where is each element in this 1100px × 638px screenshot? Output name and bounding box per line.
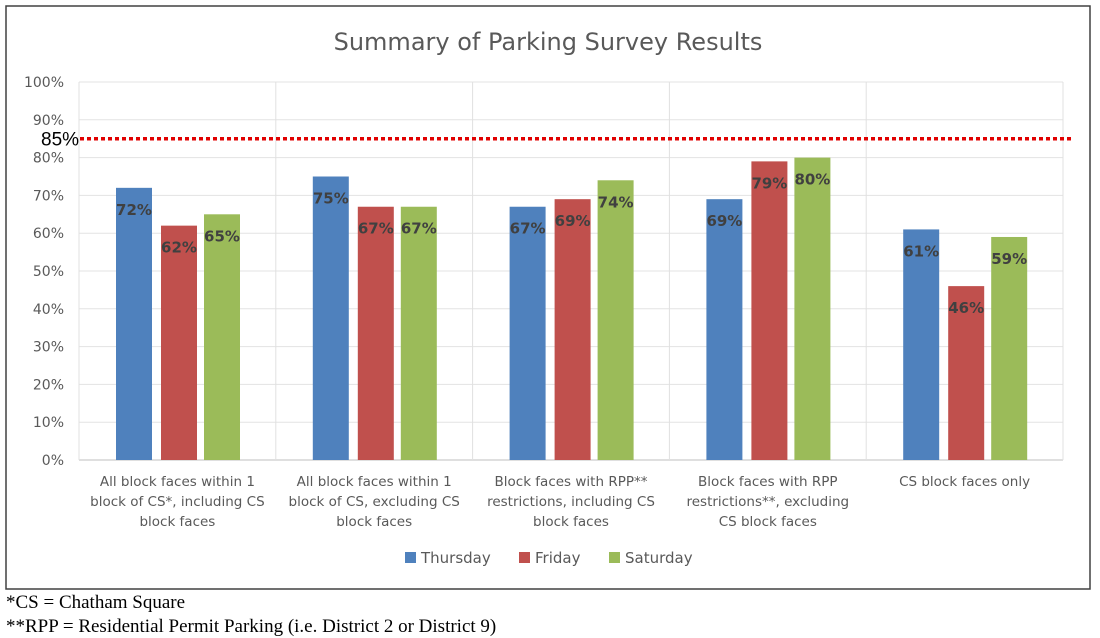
data-label: 79% — [751, 174, 787, 192]
x-axis-label: restrictions, including CS — [487, 494, 655, 510]
chart-title: Summary of Parking Survey Results — [334, 28, 763, 56]
data-label: 75% — [313, 190, 349, 208]
data-label: 61% — [903, 242, 939, 260]
x-axis-label: block faces — [139, 514, 215, 530]
x-axis-label: block of CS*, including CS — [90, 494, 265, 510]
bar-thursday — [706, 199, 743, 460]
y-tick-label: 30% — [33, 340, 64, 356]
data-labels: 72% 75% 67% 69% 61% 62% 67% 69% 79% 46% 65% 67% 74% 8… — [116, 171, 1027, 318]
data-label: 74% — [598, 193, 634, 211]
data-label: 65% — [204, 227, 240, 245]
data-label: 80% — [794, 171, 830, 189]
x-axis-label: Block faces with RPP — [698, 474, 837, 490]
x-axis-label: All block faces within 1 — [297, 474, 452, 490]
legend-label: Thursday — [420, 549, 491, 567]
y-tick-label: 10% — [33, 415, 64, 431]
y-tick-label: 20% — [33, 377, 64, 393]
y-tick-label: 100% — [24, 75, 64, 91]
x-axis-label: CS block faces — [719, 514, 817, 530]
bar-friday — [357, 206, 394, 460]
bar-saturday — [400, 206, 437, 460]
data-label: 72% — [116, 201, 152, 219]
bar-thursday — [116, 187, 152, 460]
legend: Thursday Friday Saturday — [405, 549, 693, 567]
bar-saturday — [204, 214, 240, 460]
bar-saturday — [991, 236, 1028, 460]
y-tick-label: 80% — [33, 151, 64, 167]
footnote-cs: *CS = Chatham Square — [6, 592, 186, 613]
bar-thursday — [509, 206, 546, 460]
legend-label: Friday — [535, 549, 581, 567]
bar-saturday — [794, 157, 831, 460]
legend-label: Saturday — [625, 549, 693, 567]
x-axis-label: CS block faces only — [899, 474, 1030, 490]
bar-friday — [554, 199, 591, 460]
data-label: 62% — [161, 239, 197, 257]
bar-thursday — [903, 229, 940, 460]
x-axis-label: block faces — [533, 514, 609, 530]
x-axis-label: block of CS, excluding CS — [289, 494, 460, 510]
data-label: 69% — [555, 212, 591, 230]
legend-swatch-friday — [519, 552, 530, 563]
y-tick-label: 40% — [33, 302, 64, 318]
data-label: 59% — [991, 250, 1027, 268]
footnote-rpp: **RPP = Residential Permit Parking (i.e.… — [6, 616, 497, 637]
x-axis-label: Block faces with RPP** — [495, 474, 648, 490]
data-label: 67% — [358, 220, 394, 238]
y-tick-label: 60% — [33, 226, 64, 242]
y-tick-label: 0% — [42, 453, 64, 469]
bars — [116, 157, 1028, 460]
y-axis-ticks: 0% 10% 20% 30% 40% 50% 60% 70% 80% 90% 100% — [24, 75, 64, 469]
bar-saturday — [597, 180, 634, 460]
bar-friday — [948, 286, 985, 460]
data-label: 67% — [510, 220, 546, 238]
gridlines — [78, 81, 1064, 461]
y-tick-label: 90% — [33, 113, 64, 129]
bar-thursday — [312, 176, 349, 460]
x-axis-labels: All block faces within 1 block of CS*, in… — [90, 474, 1030, 530]
x-axis-label: block faces — [336, 514, 412, 530]
legend-swatch-saturday — [609, 552, 620, 563]
data-label: 46% — [948, 299, 984, 317]
reference-line-label: 85% — [41, 130, 79, 151]
bar-friday — [161, 225, 197, 460]
data-label: 69% — [706, 212, 742, 230]
x-axis-label: All block faces within 1 — [100, 474, 255, 490]
bar-friday — [751, 161, 788, 460]
legend-swatch-thursday — [405, 552, 416, 563]
y-tick-label: 50% — [33, 264, 64, 280]
x-axis-label: restrictions**, excluding — [687, 494, 850, 510]
y-tick-label: 70% — [33, 188, 64, 204]
data-label: 67% — [401, 220, 437, 238]
reference-line-85: 85% — [41, 130, 1073, 151]
